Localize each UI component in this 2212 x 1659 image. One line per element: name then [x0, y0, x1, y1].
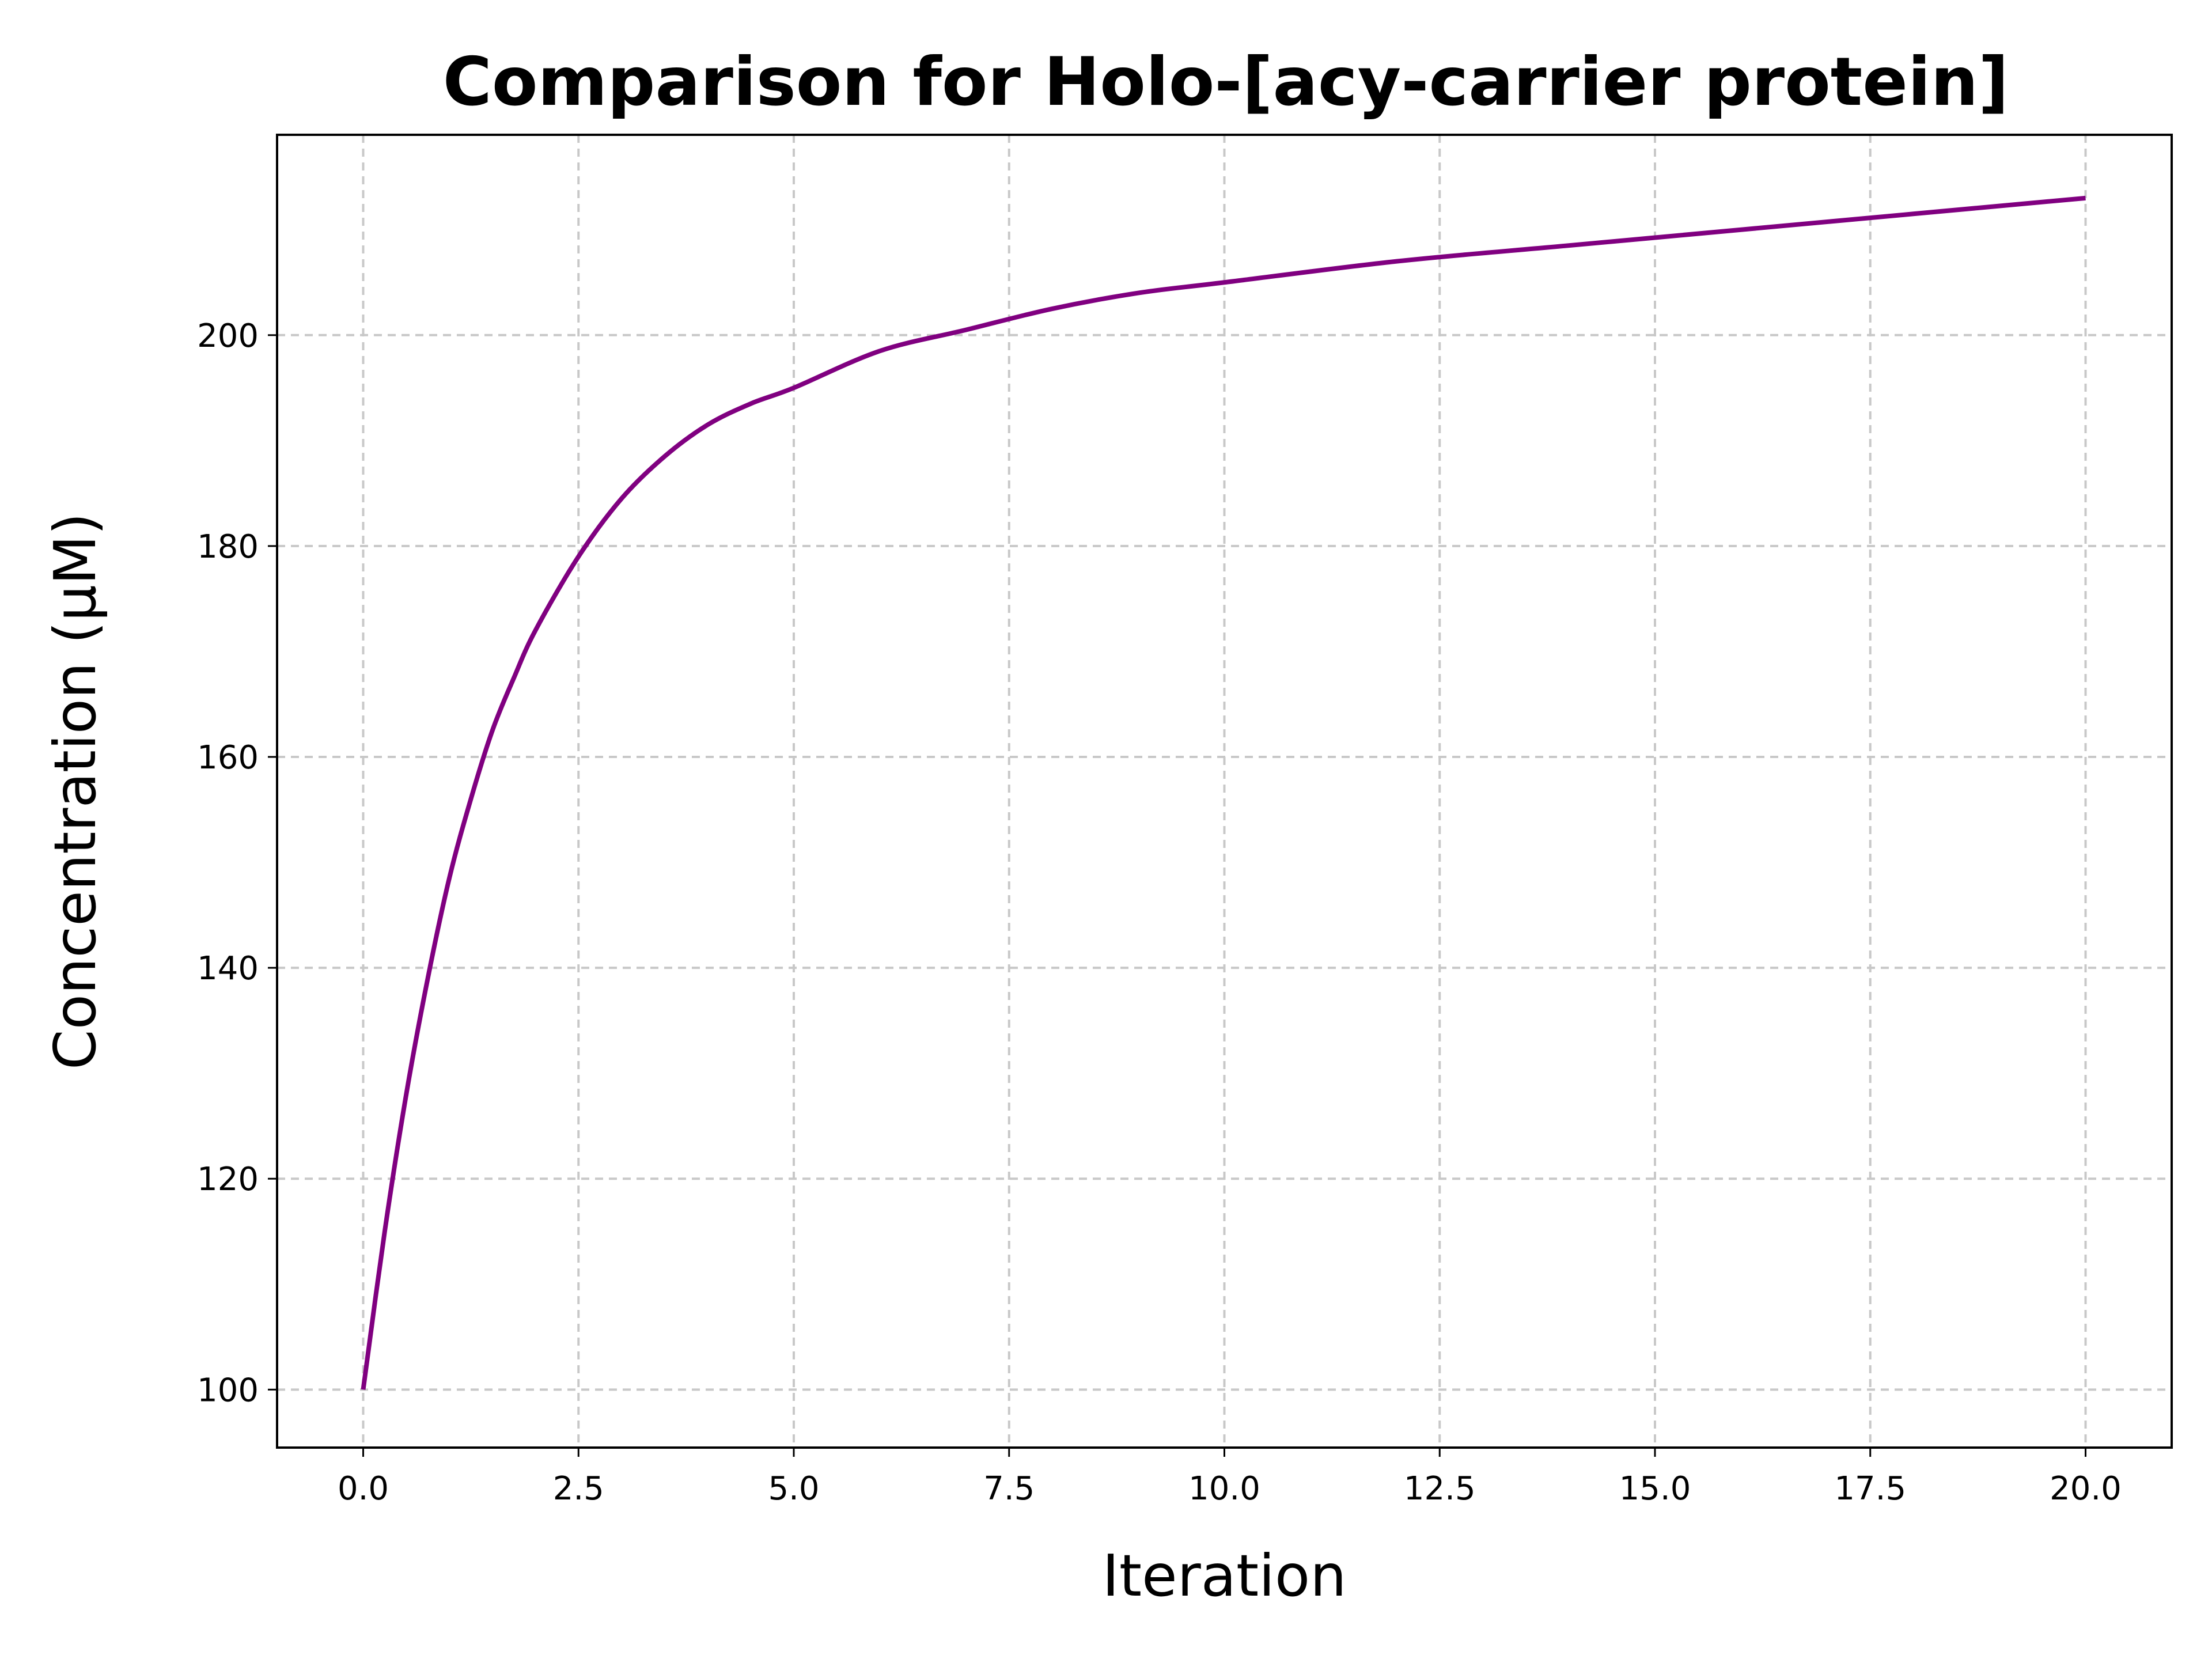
x-tick-label: 20.0	[2050, 1470, 2122, 1508]
y-tick-label: 140	[197, 950, 259, 987]
x-tick-label: 10.0	[1188, 1470, 1260, 1508]
y-tick-label: 200	[197, 317, 259, 355]
x-tick-label: 12.5	[1404, 1470, 1476, 1508]
grid	[277, 135, 2172, 1448]
y-tick-label: 160	[197, 739, 259, 777]
x-tick-label: 0.0	[338, 1470, 389, 1508]
series-layer	[361, 195, 2086, 1390]
x-tick-label: 15.0	[1619, 1470, 1691, 1508]
x-tick-label: 17.5	[1834, 1470, 1906, 1508]
y-tick-label: 180	[197, 528, 259, 566]
x-tick-label: 5.0	[768, 1470, 819, 1508]
y-axis-title: Concentration (μM)	[41, 513, 109, 1070]
y-axis: 100 120 140 160 180 200	[197, 317, 277, 1409]
x-axis-title: Iteration	[1102, 1542, 1346, 1609]
y-tick-label: 120	[197, 1161, 259, 1198]
chart-title: Comparison for Holo-[acy-carrier protein…	[443, 43, 2009, 121]
x-tick-label: 2.5	[553, 1470, 604, 1508]
series-line-0	[361, 195, 2086, 1390]
x-tick-label: 7.5	[983, 1470, 1035, 1508]
x-axis: 0.0 2.5 5.0 7.5 10.0 12.5 15.0 17.5 20.0	[338, 1448, 2122, 1508]
y-tick-label: 100	[197, 1372, 259, 1409]
